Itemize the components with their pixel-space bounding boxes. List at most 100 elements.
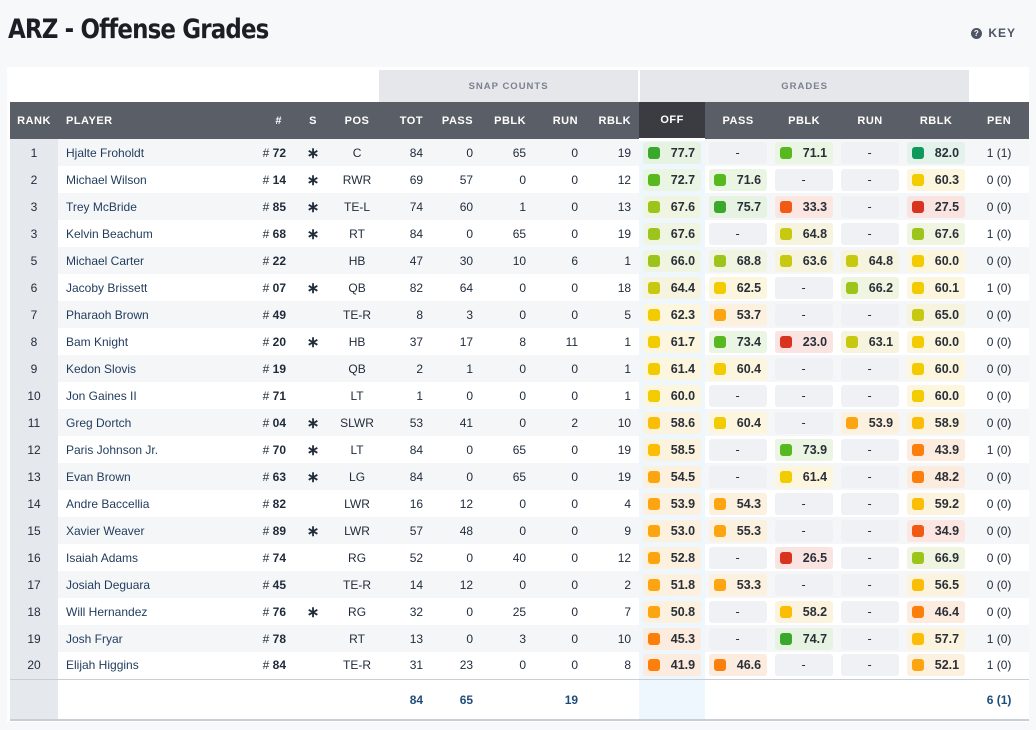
player-link[interactable]: Greg Dortch — [58, 409, 256, 436]
grade-color-icon — [648, 659, 661, 672]
table-row: 14 Andre Baccellia # 82 LWR 16 12 0 0 4 53.9 54.3-… — [10, 490, 1030, 517]
grade-color-icon — [714, 416, 727, 429]
grade-pass: 60.4 — [709, 357, 768, 380]
grade-run-empty: - — [841, 357, 900, 380]
grade-pass: 62.5 — [709, 276, 768, 299]
grade-run-empty: - — [841, 195, 900, 218]
player-link[interactable]: Elijah Higgins — [58, 652, 256, 679]
snaps-pblk: 0 — [481, 382, 535, 409]
grade-color-icon — [912, 254, 925, 267]
grade-pblk: 63.6 — [775, 249, 834, 272]
grade-off: 72.7 — [643, 168, 702, 191]
snaps-pass: 0 — [431, 220, 482, 247]
grade-pblk-empty: - — [775, 276, 834, 299]
player-link[interactable]: Michael Carter — [58, 247, 256, 274]
grade-color-icon — [714, 659, 727, 672]
column-header-pass-grade[interactable]: PASS — [705, 102, 772, 139]
column-header-number[interactable]: # — [256, 102, 290, 139]
grade-color-icon — [912, 497, 925, 510]
column-header-pblk-grade[interactable]: PBLK — [771, 102, 838, 139]
grade-off: 53.9 — [643, 492, 702, 515]
player-link[interactable]: Will Hernandez — [58, 598, 256, 625]
snaps-tot: 74 — [378, 193, 432, 220]
grade-color-icon — [648, 605, 661, 618]
snaps-run: 0 — [534, 598, 587, 625]
player-link[interactable]: Xavier Weaver — [58, 517, 256, 544]
column-header-rblk[interactable]: RBLK — [586, 102, 640, 139]
player-link[interactable]: Evan Brown — [58, 463, 256, 490]
player-link[interactable]: Andre Baccellia — [58, 490, 256, 517]
penalties: 0 (0) — [969, 247, 1030, 274]
player-link[interactable]: Jon Gaines II — [58, 382, 256, 409]
player-link[interactable]: Michael Wilson — [58, 166, 256, 193]
snaps-tot: 8 — [378, 301, 432, 328]
snaps-tot: 57 — [378, 517, 432, 544]
grade-pass-empty: - — [709, 600, 768, 623]
snaps-pass: 0 — [431, 625, 482, 652]
column-header-pen-grade[interactable]: PEN — [969, 102, 1030, 139]
snaps-tot: 1 — [378, 382, 432, 409]
snaps-pblk: 0 — [481, 652, 535, 679]
grade-pass: 53.7 — [709, 303, 768, 326]
snaps-run: 0 — [534, 193, 587, 220]
rank: 15 — [10, 517, 58, 544]
grade-color-icon — [912, 578, 925, 591]
player-link[interactable]: Isaiah Adams — [58, 544, 256, 571]
grade-rblk: 48.2 — [907, 465, 966, 488]
column-header-rblk-grade[interactable]: RBLK — [903, 102, 970, 139]
position: RT — [336, 220, 379, 247]
grade-run: 64.8 — [841, 249, 900, 272]
starter-icon: ∗ — [290, 598, 336, 625]
starter-empty — [290, 625, 336, 652]
snaps-run: 0 — [534, 652, 587, 679]
column-header-pass[interactable]: PASS — [431, 102, 482, 139]
column-header-off-grade[interactable]: OFF — [639, 102, 706, 141]
snaps-run: 0 — [534, 463, 587, 490]
player-link[interactable]: Trey McBride — [58, 193, 256, 220]
player-link[interactable]: Paris Johnson Jr. — [58, 436, 256, 463]
grade-rblk: 60.3 — [907, 168, 966, 191]
column-header-pos[interactable]: POS — [336, 102, 379, 139]
player-link[interactable]: Bam Knight — [58, 328, 256, 355]
key-button[interactable]: ? KEY — [971, 26, 1016, 40]
column-header-rank[interactable]: RANK — [10, 102, 58, 139]
starter-icon: ∗ — [290, 409, 336, 436]
penalties: 0 (0) — [969, 517, 1030, 544]
grade-color-icon — [714, 497, 727, 510]
grade-pass-empty: - — [709, 141, 768, 164]
grade-run-empty: - — [841, 600, 900, 623]
snaps-tot: 84 — [378, 220, 432, 247]
rank: 3 — [10, 220, 58, 247]
snaps-pass: 0 — [431, 382, 482, 409]
column-header-s[interactable]: S — [290, 102, 336, 139]
snaps-run: 0 — [534, 166, 587, 193]
player-link[interactable]: Josh Fryar — [58, 625, 256, 652]
grade-color-icon — [846, 281, 859, 294]
column-header-run-grade[interactable]: RUN — [837, 102, 904, 139]
snaps-pblk: 0 — [481, 355, 535, 382]
grade-pass-empty: - — [709, 222, 768, 245]
snaps-pass: 12 — [431, 571, 482, 598]
snaps-pass: 48 — [431, 517, 482, 544]
grade-color-icon — [912, 551, 925, 564]
total-pass: 65 — [431, 678, 482, 720]
player-link[interactable]: Kedon Slovis — [58, 355, 256, 382]
player-link[interactable]: Kelvin Beachum — [58, 220, 256, 247]
column-header-player[interactable]: PLAYER — [58, 102, 256, 139]
grade-color-icon — [912, 416, 925, 429]
player-link[interactable]: Jacoby Brissett — [58, 274, 256, 301]
player-link[interactable]: Josiah Deguara — [58, 571, 256, 598]
player-link[interactable]: Pharaoh Brown — [58, 301, 256, 328]
grade-run-empty: - — [841, 546, 900, 569]
snaps-rblk: 19 — [586, 463, 640, 490]
column-header-tot[interactable]: TOT — [378, 102, 432, 139]
grade-rblk: 43.9 — [907, 438, 966, 461]
grade-pass: 75.7 — [709, 195, 768, 218]
player-link[interactable]: Hjalte Froholdt — [58, 139, 256, 166]
column-header-run[interactable]: RUN — [534, 102, 587, 139]
column-header-pblk[interactable]: PBLK — [481, 102, 535, 139]
grade-color-icon — [648, 362, 661, 375]
position: TE-R — [336, 652, 379, 679]
grade-off: 51.8 — [643, 573, 702, 596]
snaps-pblk: 0 — [481, 166, 535, 193]
